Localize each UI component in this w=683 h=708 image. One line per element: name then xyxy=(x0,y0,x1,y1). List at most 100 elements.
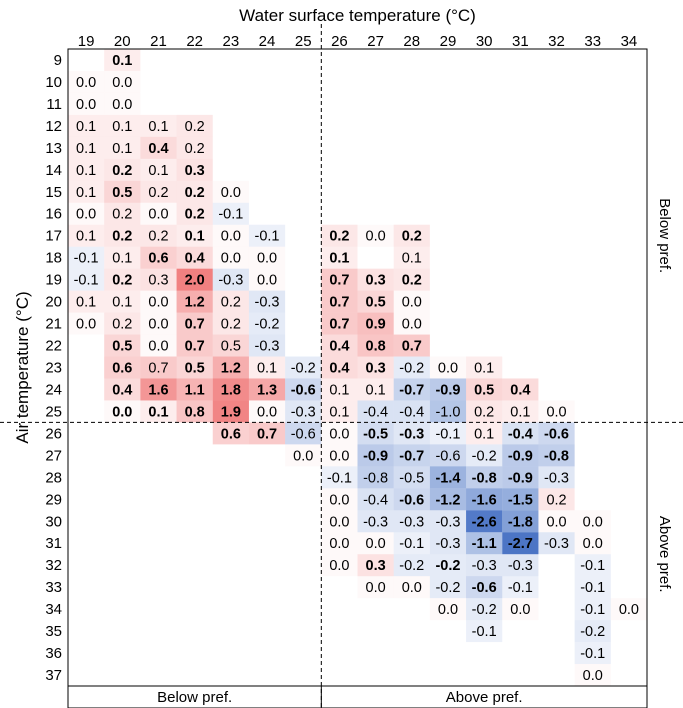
bottom-label-below: Below pref. xyxy=(157,689,232,706)
cell-value-label: -0.8 xyxy=(363,470,388,486)
cell-value-label: 0.7 xyxy=(148,361,168,377)
heatmap-cell xyxy=(321,312,358,335)
y-tick-label: 35 xyxy=(45,623,62,640)
heatmap-cell xyxy=(466,466,503,489)
heatmap-cell xyxy=(502,378,539,401)
x-tick-labels: 19 20 21 22 23 24 25 26 27 28 29 30 31 32 33 34 xyxy=(78,33,638,50)
heatmap-cell xyxy=(574,620,611,643)
heatmap-cell xyxy=(357,290,394,313)
cell-value-label: -0.3 xyxy=(472,558,497,574)
heatmap-cell xyxy=(176,378,213,401)
cell-value-label: 0.0 xyxy=(329,536,349,552)
cell-value-label: -0.3 xyxy=(255,295,280,311)
heatmap-cell xyxy=(104,114,141,137)
heatmap-cell xyxy=(502,422,539,445)
heatmap-cell xyxy=(502,488,539,511)
cell-value-label: -0.3 xyxy=(218,273,243,289)
cell-value-label: -0.2 xyxy=(472,602,497,618)
cell-value-label: 0.7 xyxy=(402,339,422,355)
heatmap-cell xyxy=(321,268,358,291)
heatmap-cell xyxy=(176,246,213,269)
y-tick-label: 24 xyxy=(45,381,62,398)
y-tick-label: 29 xyxy=(45,491,62,508)
cell-value-label: 0.2 xyxy=(402,229,422,245)
cell-value-label: 0.2 xyxy=(112,163,132,179)
cell-value-label: 0.3 xyxy=(185,163,205,179)
cell-value-label: 1.9 xyxy=(221,404,241,420)
cell-value-label: 0.3 xyxy=(366,273,386,289)
cell-value-label: -0.6 xyxy=(291,426,316,442)
y-tick-label: 15 xyxy=(45,184,62,201)
cell-value-label: -0.5 xyxy=(399,470,424,486)
y-tick-label: 10 xyxy=(45,74,62,91)
y-tick-label: 9 xyxy=(54,52,62,69)
cell-value-label: 0.1 xyxy=(474,426,494,442)
cell-value-label: 0.5 xyxy=(112,339,132,355)
cell-value-label: 1.8 xyxy=(221,382,241,398)
cell-value-label: 0.4 xyxy=(329,339,349,355)
cell-value-label: -0.4 xyxy=(363,492,388,508)
cell-value-label: -0.3 xyxy=(508,558,533,574)
heatmap-cell xyxy=(393,378,430,401)
cell-value-label: 1.2 xyxy=(185,295,205,311)
x-tick-label: 22 xyxy=(186,33,203,50)
cell-value-label: 0.2 xyxy=(185,207,205,223)
x-tick-label: 20 xyxy=(114,33,131,50)
heatmap-cell xyxy=(429,422,467,445)
heatmap-cell xyxy=(140,268,177,291)
y-tick-label: 23 xyxy=(45,360,62,377)
cell-value-label: 0.1 xyxy=(510,404,530,420)
cell-value-label: -0.1 xyxy=(435,426,460,442)
heatmap-cell xyxy=(393,532,430,555)
cell-value-label: 1.1 xyxy=(185,382,205,398)
bottom-label-above: Above pref. xyxy=(446,689,523,706)
y-tick-label: 17 xyxy=(45,228,62,245)
cell-value-label: 0.1 xyxy=(112,295,132,311)
cell-value-label: 0.1 xyxy=(366,382,386,398)
cell-value-label: 0.0 xyxy=(546,514,566,530)
cell-value-label: 0.0 xyxy=(76,317,96,333)
heatmap-cell xyxy=(502,400,539,423)
cell-value-label: 0.2 xyxy=(112,317,132,333)
cell-value-label: 0.0 xyxy=(148,295,168,311)
heatmap-cell xyxy=(466,444,503,467)
y-tick-label: 19 xyxy=(45,272,62,289)
cell-value-label: 0.0 xyxy=(257,251,277,267)
cell-value-label: 0.7 xyxy=(329,295,349,311)
cell-value-label: 0.0 xyxy=(293,448,313,464)
heatmap-cell xyxy=(429,554,467,577)
cell-value-label: 0.0 xyxy=(402,580,422,596)
cell-value-label: 0.1 xyxy=(112,119,132,135)
x-tick-label: 27 xyxy=(367,33,384,50)
cell-value-label: 0.2 xyxy=(185,119,205,135)
heatmap-cell xyxy=(429,466,467,489)
heatmap-cell xyxy=(538,466,575,489)
cell-value-label: 0.2 xyxy=(148,185,168,201)
cell-value-label: 0.0 xyxy=(583,536,603,552)
heatmap-cell xyxy=(393,356,430,379)
y-tick-label: 21 xyxy=(45,316,62,333)
heatmap-cell xyxy=(466,620,503,643)
heatmap-cell xyxy=(104,246,141,269)
cell-value-label: 0.4 xyxy=(510,382,530,398)
cell-value-label: -0.2 xyxy=(399,558,424,574)
heatmap-cell xyxy=(321,246,358,269)
cell-value-label: -1.8 xyxy=(508,514,533,530)
heatmap-cell xyxy=(574,554,611,577)
heatmap-cell xyxy=(321,400,358,423)
heatmap-cell xyxy=(357,510,394,533)
cell-value-label: 0.1 xyxy=(76,185,96,201)
heatmap-cell xyxy=(176,158,213,181)
heatmap-cell xyxy=(538,444,575,467)
x-tick-label: 29 xyxy=(440,33,457,50)
heatmap-cell xyxy=(321,378,358,401)
heatmap-cell xyxy=(357,268,394,291)
heatmap-cell xyxy=(104,136,141,159)
cell-value-label: -0.3 xyxy=(291,404,316,420)
heatmap-cell xyxy=(466,510,503,533)
x-tick-label: 30 xyxy=(476,33,493,50)
heatmap-cell xyxy=(321,334,358,357)
x-tick-label: 28 xyxy=(403,33,420,50)
heatmap-cell xyxy=(393,400,430,423)
heatmap-cell xyxy=(68,246,105,269)
